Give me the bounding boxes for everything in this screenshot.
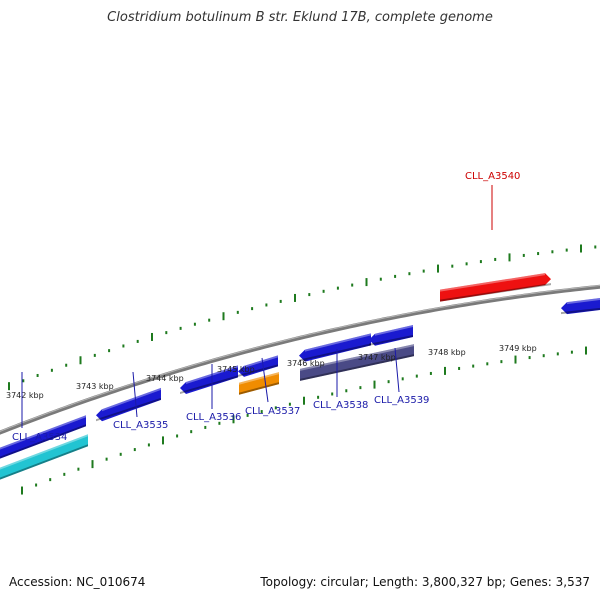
blue-feature-left-edge-highlight [0, 415, 86, 450]
gene-label-CLL_A3538: CLL_A3538 [313, 400, 368, 411]
gene-CLL_A3538-body [299, 333, 371, 362]
gene-CLL_A3537 [239, 372, 279, 395]
scale-tick-label: 3746 kbp [287, 359, 325, 368]
gene-CLL_A3535-body [96, 387, 161, 422]
gene-label-CLL_A3539: CLL_A3539 [374, 395, 429, 406]
gene-CLL_A3535-highlight [102, 387, 161, 412]
gene-CLL_A3538 [299, 333, 371, 362]
gene-CLL_A3539-shade [369, 335, 413, 346]
scale-tick-label: 3745 kbp [217, 365, 255, 374]
gene-CLL_A3535 [96, 387, 161, 422]
cyan-feature [0, 434, 88, 480]
blue-feature-left-edge-body [0, 415, 86, 459]
backbone-layer [0, 284, 600, 435]
gene-label-CLL_A3535: CLL_A3535 [113, 420, 168, 431]
scale-ticks-layer [8, 244, 597, 495]
gene-CLL_A3536-b-highlight [244, 355, 278, 368]
features-layer [0, 273, 600, 480]
gene-CLL_A3540 [440, 273, 551, 302]
gene-label-CLL_A3534: CLL_A3534 [12, 432, 67, 443]
gene-label-CLL_A3536: CLL_A3536 [186, 412, 241, 423]
blue-feature-right-edge-highlight [567, 298, 600, 305]
gene-CLL_A3537-highlight [239, 372, 279, 385]
scale-tick-label: 3747 kbp [358, 353, 396, 362]
map-title: Clostridium botulinum B str. Eklund 17B,… [107, 10, 493, 25]
blue-feature-right-edge [561, 298, 600, 315]
blue-feature-left-edge-shade [0, 424, 86, 459]
gene-label-CLL_A3537: CLL_A3537 [245, 406, 300, 417]
gene-CLL_A3540-highlight [440, 273, 545, 292]
gene-CLL_A3540-body [440, 273, 551, 302]
gene-label-connector [261, 357, 269, 403]
genome-summary-text: Topology: circular; Length: 3,800,327 bp… [260, 575, 590, 589]
gene-CLL_A3536-b-shade [238, 364, 278, 377]
scale-tick-label: 3749 kbp [499, 344, 537, 353]
gene-CLL_A3536-body [180, 365, 238, 395]
slate-feature-shade [300, 354, 414, 381]
gene-CLL_A3538-shade [299, 343, 371, 362]
gene-label-CLL_A3540: CLL_A3540 [465, 171, 520, 182]
gene-CLL_A3535-shade [96, 397, 161, 422]
genome-backbone [0, 284, 600, 435]
blue-feature-right-edge-body [561, 298, 600, 315]
gene-CLL_A3539 [369, 325, 413, 346]
gene-CLL_A3537-shade [239, 382, 279, 395]
gene-label-connector [394, 347, 400, 393]
slate-feature-highlight [300, 344, 414, 371]
scale-tick-label: 3743 kbp [76, 382, 114, 391]
cyan-feature-highlight [0, 434, 88, 470]
gene-CLL_A3539-highlight [375, 325, 413, 336]
blue-feature-left-edge [0, 415, 86, 459]
scale-tick-label: 3748 kbp [428, 348, 466, 357]
accession-text: Accession: NC_010674 [9, 575, 146, 589]
scale-tick-label: 3742 kbp [6, 391, 44, 400]
gene-label-connector [132, 371, 138, 418]
gene-labels-layer: 3742 kbp 3743 kbp 3744 kbp 3745 kbp 3746 kbp… [6, 171, 537, 443]
gene-CLL_A3539-body [369, 325, 413, 346]
scale-tick-label: 3744 kbp [146, 374, 184, 383]
slate-feature [300, 344, 414, 381]
gene-CLL_A3536-b-body [238, 355, 278, 377]
slate-feature-body [300, 344, 414, 381]
genome-backbone-highlight [0, 285, 600, 432]
gene-CLL_A3536-shade [180, 375, 238, 395]
gene-CLL_A3538-highlight [305, 333, 371, 352]
gene-CLL_A3540-shade [440, 283, 551, 302]
blue-feature-right-edge-shade [561, 307, 600, 315]
gene-CLL_A3536-b [238, 355, 278, 377]
gene-CLL_A3537-body [239, 372, 279, 395]
cyan-feature-shade [0, 444, 88, 480]
cyan-feature-body [0, 434, 88, 480]
